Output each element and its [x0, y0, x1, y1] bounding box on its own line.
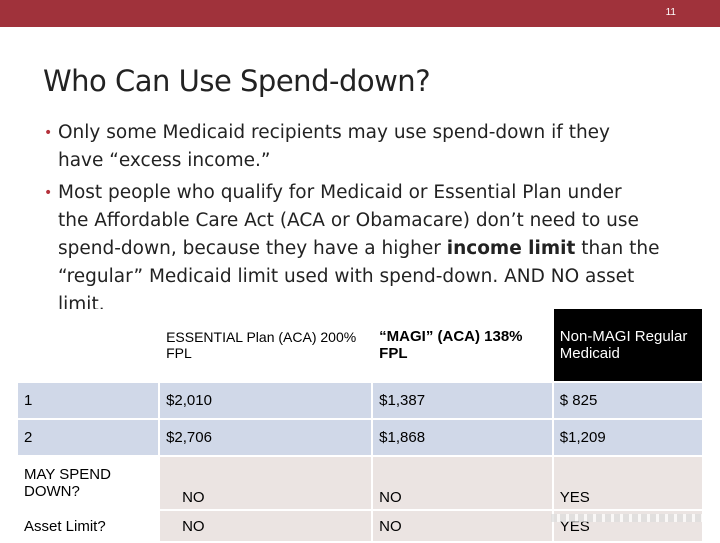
table-cell: $1,868	[373, 420, 552, 455]
table-row: 1 $2,010 $1,387 $ 825	[18, 383, 702, 418]
header-essential-plan: ESSENTIAL Plan (ACA) 200% FPL	[160, 309, 372, 381]
table-cell: NO	[373, 511, 552, 541]
bullet-line: “regular” Medicaid limit used with spend…	[58, 266, 635, 287]
table-header-row: ESSENTIAL Plan (ACA) 200% FPL “MAGI” (AC…	[18, 309, 702, 381]
table-cell: NO	[160, 511, 372, 541]
footer-watermark	[551, 514, 704, 522]
bullet-item: • Only some Medicaid recipients may use …	[44, 119, 704, 175]
bullet-line: the Affordable Care Act (ACA or Obamacar…	[58, 210, 639, 231]
table-cell: YES	[553, 457, 702, 509]
bullet-line: spend-down, because they have a higher i…	[58, 235, 704, 263]
table-cell: NO	[373, 457, 552, 509]
slide-title: Who Can Use Spend-down?	[43, 64, 431, 98]
bullet-dot-icon: •	[44, 125, 53, 141]
header-magi: “MAGI” (ACA) 138% FPL	[373, 309, 552, 381]
bullet-dot-icon: •	[44, 185, 53, 201]
table-cell: $2,706	[160, 420, 372, 455]
row-label: 1	[18, 383, 159, 418]
slide-number: 11	[665, 7, 676, 18]
table-cell: $1,387	[373, 383, 552, 418]
bullet-item: • Most people who qualify for Medicaid o…	[44, 179, 704, 319]
table-row: MAY SPEND DOWN? NO NO YES	[18, 457, 702, 509]
bullet-line: Only some Medicaid recipients may use sp…	[58, 122, 611, 143]
bullet-line: have “excess income.”	[58, 150, 271, 171]
table-cell: $ 825	[553, 383, 702, 418]
bullet-text: than the	[575, 238, 660, 259]
header-non-magi: Non-MAGI Regular Medicaid	[553, 309, 702, 381]
header-empty-cell	[18, 309, 159, 381]
table-row: 2 $2,706 $1,868 $1,209	[18, 420, 702, 455]
bullet-list: • Only some Medicaid recipients may use …	[44, 119, 704, 323]
table-cell: $2,010	[160, 383, 372, 418]
row-label: MAY SPEND DOWN?	[18, 457, 159, 509]
bullet-bold-text: income limit	[446, 238, 576, 259]
row-label: Asset Limit?	[18, 511, 159, 541]
top-bar: 11	[0, 0, 720, 27]
bullet-text: spend-down, because they have a higher	[58, 238, 447, 259]
table-cell: $1,209	[553, 420, 702, 455]
table-row: Asset Limit? NO NO YES	[18, 511, 702, 541]
bullet-line: Most people who qualify for Medicaid or …	[58, 182, 622, 203]
row-label: 2	[18, 420, 159, 455]
income-limits-table: ESSENTIAL Plan (ACA) 200% FPL “MAGI” (AC…	[16, 307, 704, 543]
table-cell: NO	[160, 457, 372, 509]
